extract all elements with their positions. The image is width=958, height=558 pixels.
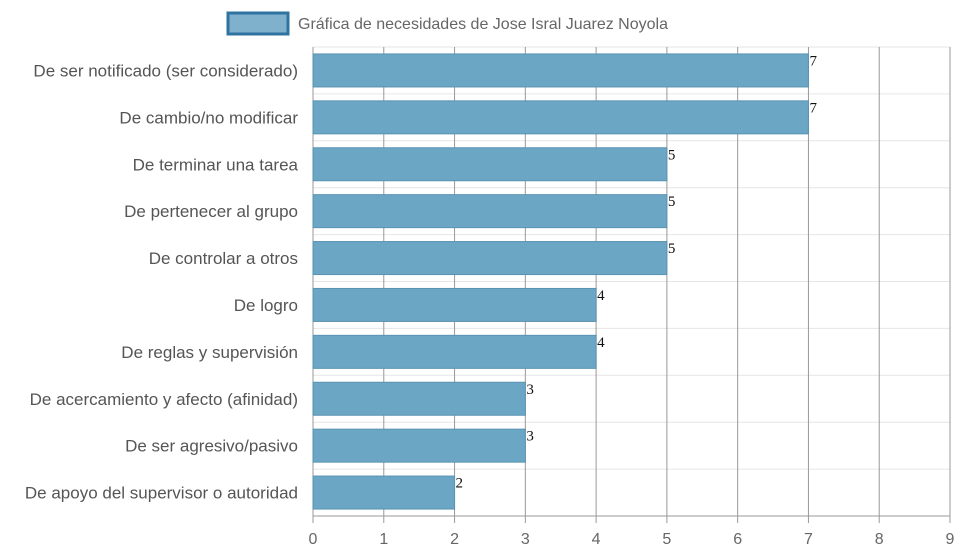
x-tick-label: 7 (804, 531, 813, 548)
data-label: 4 (597, 288, 605, 304)
data-labels: 7 7 5 5 5 4 4 3 3 2 (456, 53, 818, 491)
data-label: 7 (809, 100, 817, 116)
legend[interactable]: Gráfica de necesidades de Jose Isral Jua… (226, 11, 668, 36)
bar (312, 147, 668, 182)
bar (312, 381, 526, 416)
category-label: De apoyo del supervisor o autoridad (25, 484, 298, 503)
data-label: 4 (597, 335, 605, 351)
category-label: De cambio/no modificar (119, 108, 298, 127)
data-label: 5 (668, 194, 676, 210)
bar (312, 241, 668, 276)
category-label: De logro (234, 296, 298, 315)
bar (312, 475, 456, 510)
x-tick-label: 6 (733, 531, 742, 548)
x-tick-label: 3 (521, 531, 530, 548)
category-label: De acercamiento y afecto (afinidad) (30, 390, 298, 409)
category-label: De terminar una tarea (133, 155, 299, 174)
category-label: De reglas y supervisión (121, 343, 298, 362)
x-axis: 0 1 2 3 4 5 6 7 8 9 (309, 515, 955, 548)
bars (312, 53, 809, 510)
x-tick-label: 4 (592, 531, 601, 548)
category-label: De ser agresivo/pasivo (125, 437, 298, 456)
category-label: De ser notificado (ser considerado) (33, 61, 298, 80)
x-tick-label: 0 (309, 531, 318, 548)
x-tick-label: 5 (662, 531, 671, 548)
data-label: 5 (668, 241, 676, 257)
bar (312, 428, 526, 463)
x-tick-label: 9 (946, 531, 955, 548)
bar (312, 287, 597, 322)
x-tick-label: 2 (450, 531, 459, 548)
legend-swatch (226, 11, 290, 36)
legend-label: Gráfica de necesidades de Jose Isral Jua… (298, 16, 668, 33)
data-label: 3 (526, 429, 534, 445)
category-labels: De ser notificado (ser considerado) De ca… (25, 61, 299, 502)
x-tick-label: 1 (379, 531, 388, 548)
data-label: 5 (668, 147, 676, 163)
category-label: De controlar a otros (149, 249, 298, 268)
bar (312, 334, 597, 369)
category-label: De pertenecer al grupo (124, 202, 298, 221)
data-label: 7 (809, 53, 817, 69)
data-label: 3 (526, 382, 534, 398)
bar (312, 53, 809, 88)
x-tick-label: 8 (875, 531, 884, 548)
data-label: 2 (456, 476, 464, 492)
bar (312, 194, 668, 229)
bar (312, 100, 809, 135)
